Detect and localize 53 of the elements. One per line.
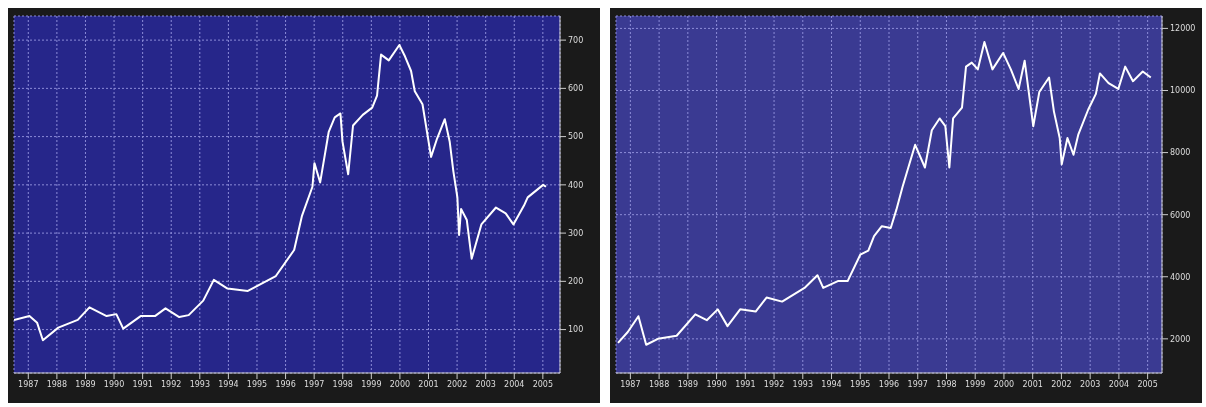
- x-tick-label: 2005: [1137, 379, 1158, 389]
- y-tick-label: 8000: [1170, 148, 1191, 158]
- x-tick-label: 1999: [965, 379, 986, 389]
- y-tick-label: 300: [568, 228, 584, 238]
- x-tick-label: 1997: [907, 379, 928, 389]
- x-tick-label: 2000: [993, 379, 1015, 389]
- x-tick-label: 1990: [706, 379, 727, 389]
- x-tick-label: 1993: [792, 379, 813, 389]
- x-tick-label: 1992: [161, 379, 182, 389]
- x-tick-label: 2004: [504, 379, 525, 389]
- x-tick-label: 1996: [878, 379, 900, 389]
- x-tick-label: 2001: [1022, 379, 1043, 389]
- x-tick-label: 1992: [763, 379, 785, 389]
- y-tick-label: 200: [568, 277, 584, 287]
- y-tick-label: 4000: [1170, 272, 1191, 282]
- x-tick-label: 2004: [1108, 379, 1130, 389]
- x-tick-label: 1988: [46, 379, 68, 389]
- x-tick-label: 1995: [850, 379, 871, 389]
- x-tick-label: 1998: [936, 379, 957, 389]
- x-tick-label: 1995: [246, 379, 268, 389]
- x-tick-label: 2000: [389, 379, 411, 389]
- y-tick-label: 6000: [1170, 210, 1191, 220]
- x-tick-label: 2002: [446, 379, 468, 389]
- y-tick-label: 700: [568, 35, 584, 45]
- x-tick-label: 2001: [418, 379, 439, 389]
- x-tick-label: 1994: [821, 379, 842, 389]
- x-tick-label: 1999: [361, 379, 382, 389]
- x-tick-label: 1997: [303, 379, 325, 389]
- y-tick-label: 400: [568, 180, 584, 190]
- x-tick-label: 1991: [132, 379, 153, 389]
- line-series: [617, 41, 1152, 346]
- x-tick-label: 1990: [103, 379, 125, 389]
- x-tick-label: 1988: [648, 379, 670, 389]
- y-tick-label: 600: [568, 84, 584, 94]
- x-tick-label: 2002: [1051, 379, 1072, 389]
- x-tick-label: 1987: [18, 379, 39, 389]
- y-tick-label: 12000: [1170, 24, 1196, 34]
- y-tick-label: 10000: [1170, 86, 1196, 96]
- x-tick-label: 1989: [75, 379, 96, 389]
- y-tick-label: 2000: [1170, 334, 1191, 344]
- x-tick-label: 1994: [218, 379, 239, 389]
- x-tick-label: 1991: [735, 379, 756, 389]
- y-tick-label: 500: [568, 132, 584, 142]
- x-tick-label: 1996: [275, 379, 296, 389]
- x-tick-label: 2003: [475, 379, 496, 389]
- x-tick-label: 1998: [332, 379, 353, 389]
- x-tick-label: 2003: [1079, 379, 1101, 389]
- line-series: [14, 43, 547, 342]
- x-tick-label: 1987: [620, 379, 641, 389]
- x-tick-label: 1989: [677, 379, 699, 389]
- y-tick-label: 100: [568, 325, 584, 335]
- x-tick-label: 2005: [532, 379, 554, 389]
- x-tick-label: 1993: [189, 379, 210, 389]
